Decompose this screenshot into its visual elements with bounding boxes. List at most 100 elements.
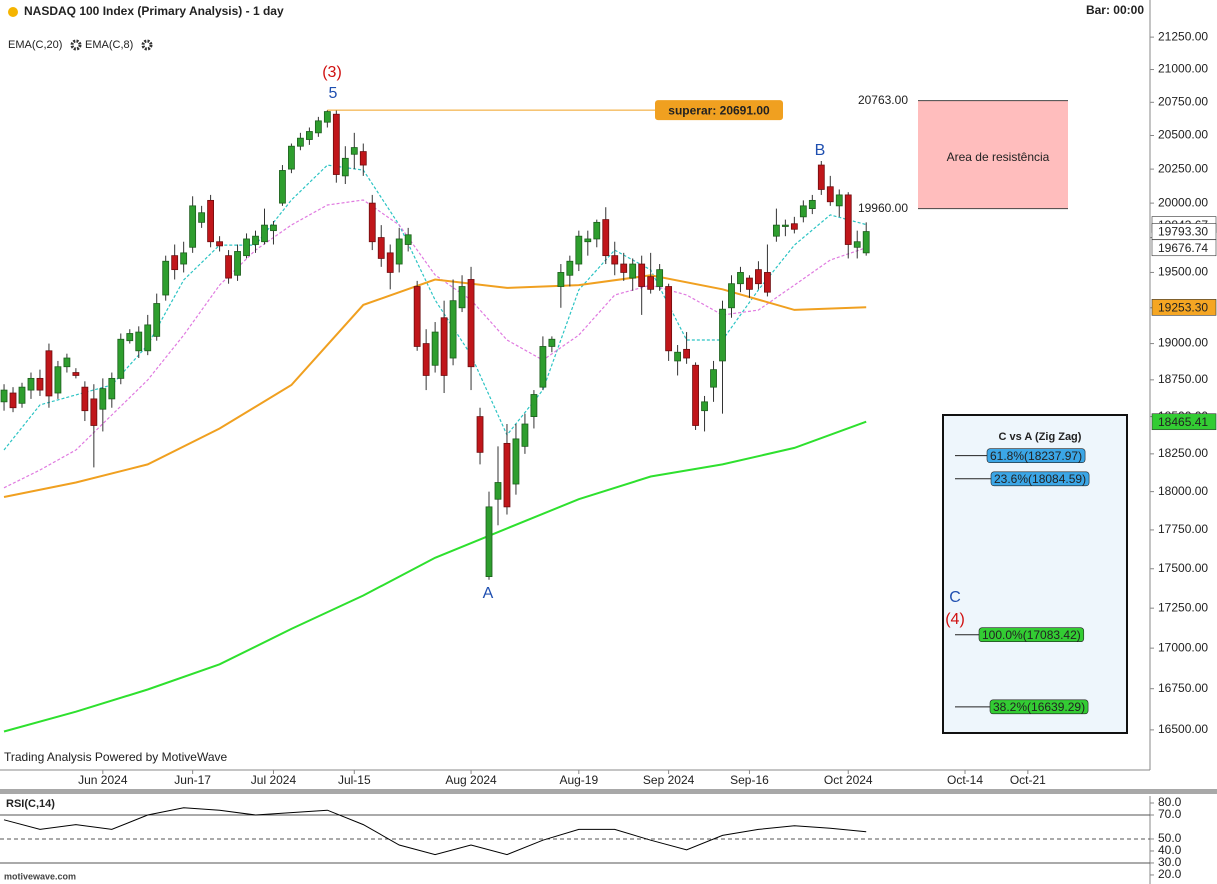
- candle-body: [602, 219, 610, 257]
- candle-body: [512, 438, 520, 485]
- wave-label: B: [815, 142, 826, 159]
- ma-line: [3, 274, 867, 498]
- candle-body: [144, 324, 152, 352]
- candle-body: [90, 398, 98, 426]
- wave-label: C: [949, 589, 961, 606]
- candle-body: [0, 389, 8, 403]
- candle-body: [844, 194, 852, 245]
- candle-body: [126, 333, 134, 342]
- fib-tag: [989, 699, 1089, 715]
- credit: Trading Analysis Powered by MotiveWave: [4, 750, 228, 764]
- candle-body: [368, 202, 376, 243]
- candle-body: [99, 388, 107, 410]
- panel-separator: [0, 789, 1217, 794]
- candle-body: [54, 366, 62, 394]
- candle-body: [701, 401, 708, 412]
- x-tick-label: Oct-21: [1010, 773, 1046, 787]
- fib-label: 61.8%(18237.97): [990, 449, 1082, 463]
- gear[interactable]: [70, 39, 82, 51]
- y-tick-label: 19500.00: [1158, 265, 1208, 279]
- plot-area: 16500.00 16750.00 17000.00 17250.00 17500.00…: [0, 29, 1217, 881]
- candle-body: [323, 111, 331, 123]
- ma-line: [3, 199, 867, 489]
- candle-body: [781, 224, 789, 227]
- level-tag: [655, 100, 783, 121]
- candle-body: [117, 338, 125, 379]
- fib-label: 23.6%(18084.59): [994, 472, 1086, 486]
- candle-body: [772, 224, 780, 237]
- y-tick-label: 80.0: [1158, 795, 1182, 809]
- candle-body: [386, 252, 394, 273]
- candle-body: [566, 260, 574, 276]
- candle-body: [171, 255, 179, 271]
- x-tick-label: Aug-19: [559, 773, 598, 787]
- y-tick-label: 16500.00: [1158, 722, 1208, 736]
- price-tag-label: 19253.30: [1158, 300, 1208, 314]
- x-tick-label: Jul-15: [338, 773, 371, 787]
- candle-body: [476, 416, 484, 453]
- candle-body: [180, 252, 188, 265]
- settings-icon[interactable]: [70, 39, 82, 51]
- ma-line: [3, 420, 867, 733]
- candle-body: [189, 205, 197, 248]
- fib-title: C vs A (Zig Zag): [999, 431, 1082, 443]
- candle-body: [359, 151, 367, 166]
- y-tick-label: 21250.00: [1158, 29, 1208, 43]
- candle-body: [548, 338, 556, 347]
- gear[interactable]: [141, 39, 153, 51]
- candle-body: [638, 263, 646, 287]
- candle-body: [808, 199, 816, 210]
- wave-label: (3): [322, 64, 342, 81]
- candle-body: [350, 147, 358, 155]
- y-tick-label: 17750.00: [1158, 522, 1208, 536]
- candle-body: [9, 392, 17, 409]
- candle-body: [297, 137, 304, 147]
- wave-label: A: [483, 585, 494, 602]
- candle-body: [162, 260, 170, 296]
- y-tick-label: 20000.00: [1158, 195, 1208, 209]
- candle-body: [216, 241, 223, 247]
- candle-body: [36, 377, 44, 391]
- candle-body: [665, 286, 673, 352]
- x-tick-label: Jun 2024: [78, 773, 128, 787]
- candle-body: [862, 231, 870, 254]
- price-tag: [1151, 239, 1217, 257]
- candle-body: [198, 212, 206, 223]
- candle-body: [746, 277, 753, 290]
- candle-body: [728, 283, 735, 309]
- candle-body: [234, 251, 241, 276]
- y-tick-label: 18750.00: [1158, 372, 1208, 386]
- zone-text: Area de resistência: [947, 150, 1050, 164]
- candle-body: [422, 343, 430, 376]
- candle-body: [332, 113, 340, 175]
- candle-body: [521, 423, 529, 447]
- candle-body: [467, 279, 475, 368]
- candle-body: [674, 351, 682, 362]
- y-tick-label: 21000.00: [1158, 62, 1208, 76]
- candle-body: [135, 331, 143, 352]
- candle-body: [647, 276, 655, 290]
- candle-body: [81, 386, 89, 412]
- fib-tag: [986, 448, 1086, 463]
- level-label: superar: 20691.00: [668, 103, 770, 117]
- price-tag-label: 18465.41: [1158, 415, 1208, 429]
- candle-body: [243, 238, 250, 257]
- bar-time: Bar: 00:00: [1086, 3, 1144, 17]
- candle-body: [485, 506, 493, 577]
- zone-label: 19960.00: [858, 201, 908, 215]
- candle-body: [584, 238, 592, 243]
- y-tick-label: 20750.00: [1158, 94, 1208, 108]
- candle-body: [539, 346, 547, 388]
- candle-body: [458, 286, 466, 309]
- legend-entry: EMA(C,20): [8, 39, 62, 51]
- candle-body: [620, 263, 628, 273]
- candle-body: [755, 269, 762, 285]
- x-tick-label: Jul 2024: [251, 773, 297, 787]
- price-tag: [1151, 299, 1217, 316]
- y-tick-label: 50.0: [1158, 831, 1182, 845]
- x-tick-label: Sep-16: [730, 773, 769, 787]
- candle-body: [611, 255, 619, 265]
- settings-icon[interactable]: [141, 39, 153, 51]
- panel-title: RSI(C,14): [6, 798, 55, 810]
